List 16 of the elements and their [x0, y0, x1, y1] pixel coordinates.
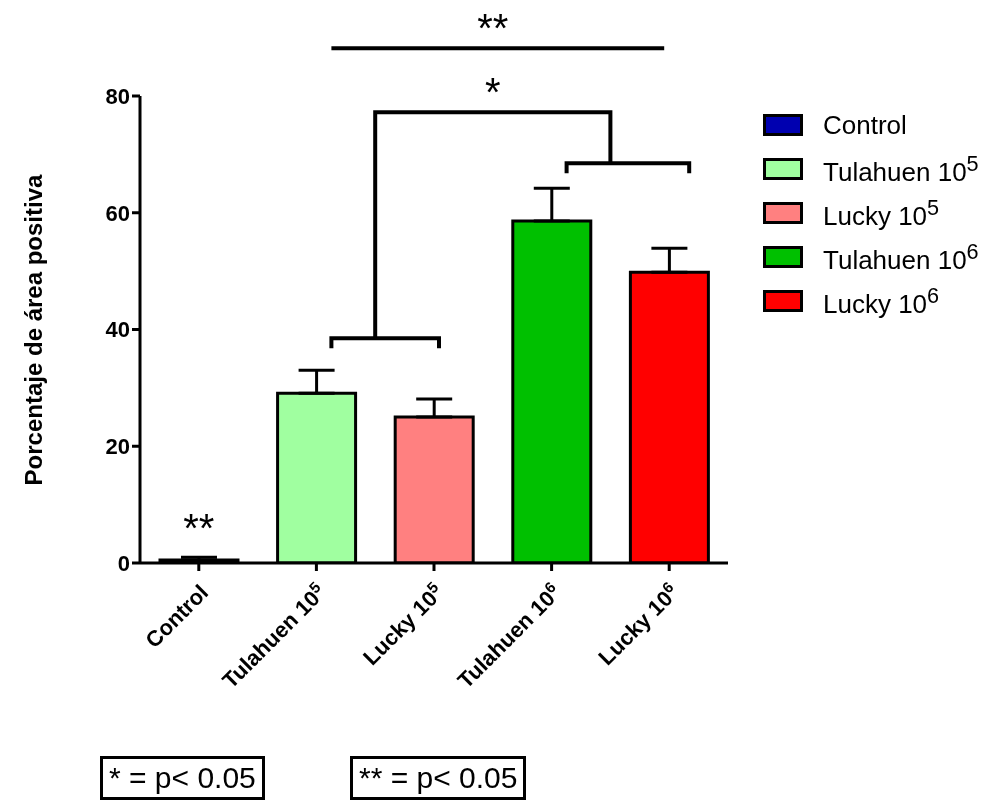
text: **	[477, 6, 509, 51]
y-tick-label: 60	[105, 200, 130, 226]
text: * = p< 0.05	[100, 756, 265, 800]
y-tick-label: 20	[105, 434, 130, 460]
legend-label: Control	[823, 109, 907, 141]
legend-label: Lucky 10$^{6}$	[823, 282, 940, 320]
y-tick-label: 80	[105, 83, 130, 109]
text: ** = p< 0.05	[350, 756, 527, 800]
legend-label: Tulahuen 10$^{6}$	[823, 238, 979, 276]
y-axis-title: Porcentaje de área positiva	[20, 174, 48, 485]
y-tick-label: 40	[105, 317, 130, 343]
y-tick-label: 0	[117, 550, 130, 576]
legend-label: Tulahuen 10$^{5}$	[823, 150, 979, 188]
legend-label: Lucky 10$^{5}$	[823, 194, 940, 232]
annotation: *	[485, 70, 501, 115]
annotation: **	[183, 506, 215, 551]
